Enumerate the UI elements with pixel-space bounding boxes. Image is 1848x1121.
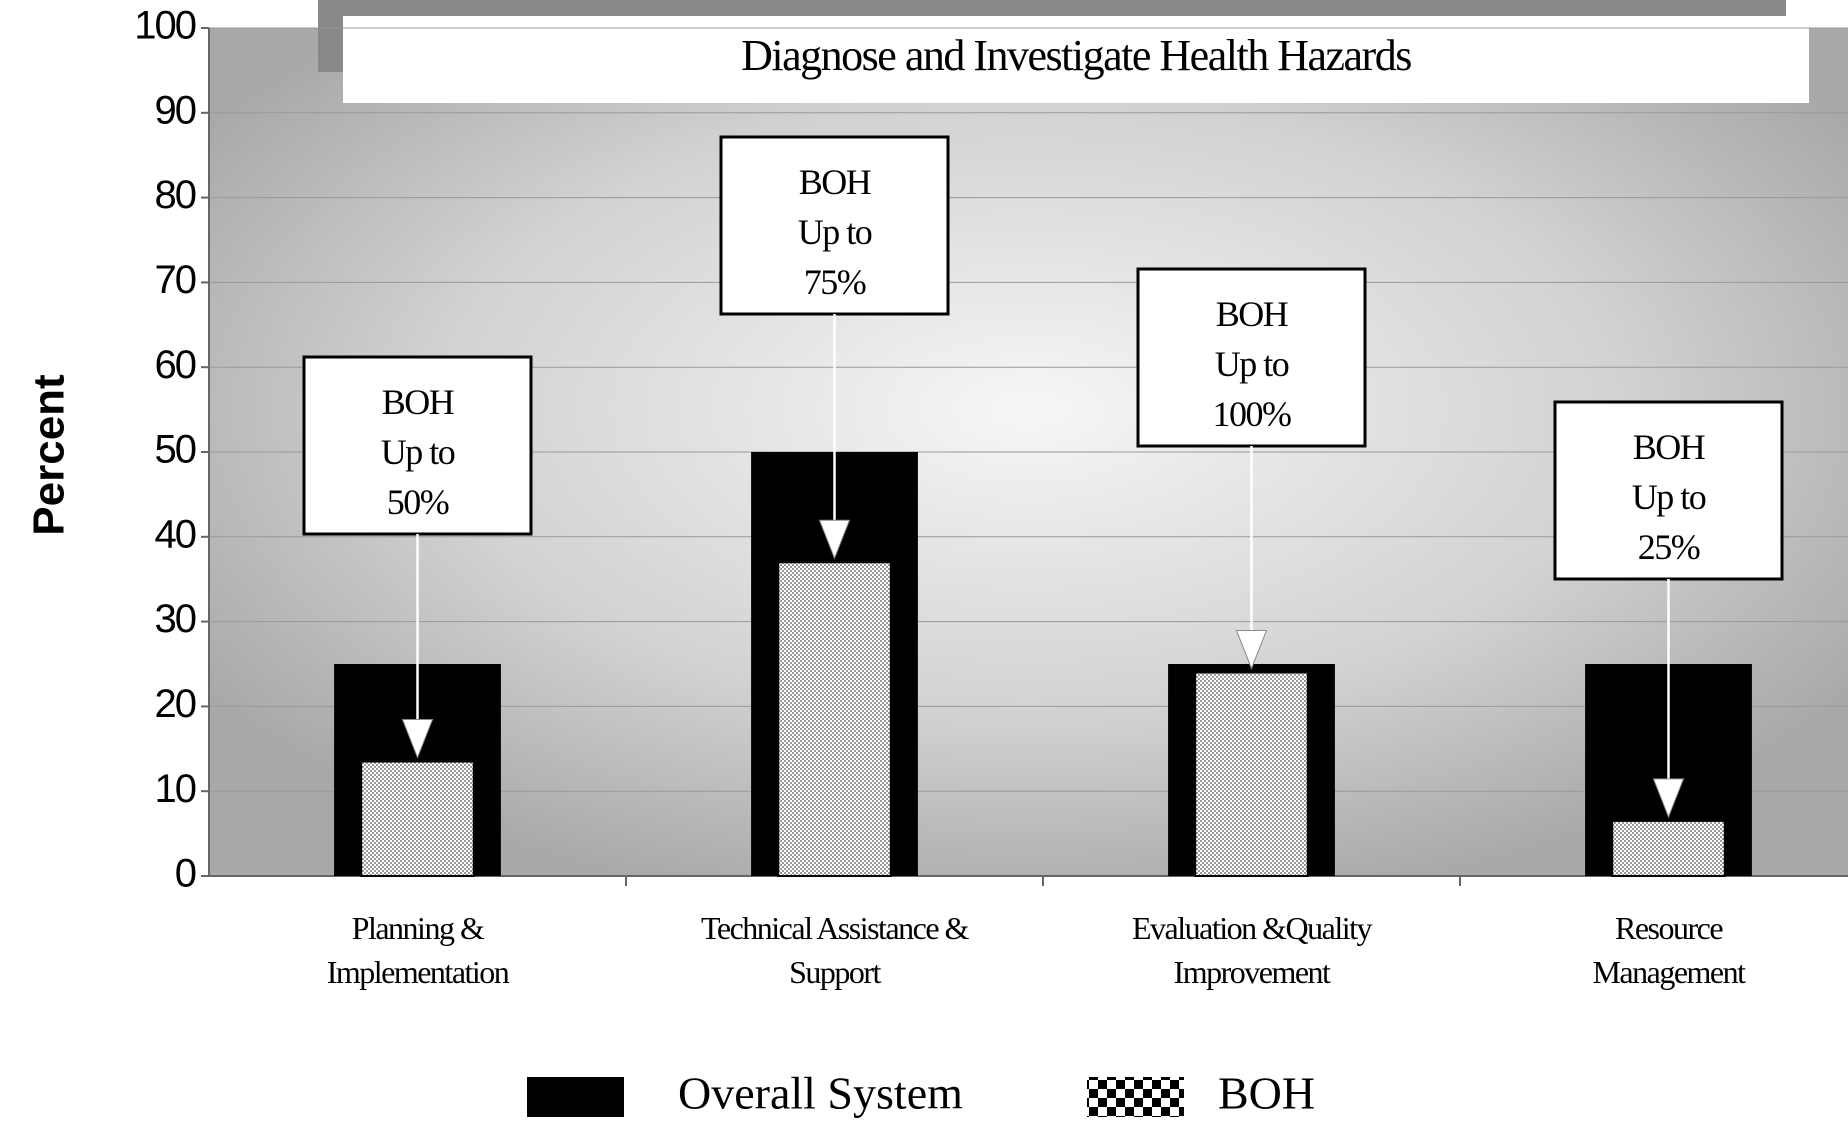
y-tick-label: 0 [175, 852, 196, 896]
boh-bar [1194, 671, 1309, 877]
title-box [343, 16, 1809, 103]
annotation-arrowhead [1652, 778, 1685, 819]
y-tick-label: 90 [155, 88, 196, 132]
x-tick-label: Resource Management [1592, 910, 1746, 990]
y-tick-label: 60 [155, 343, 196, 387]
y-tick-label: 20 [155, 682, 196, 726]
annotation-box [719, 135, 950, 316]
y-axis-label: Percent [25, 374, 74, 536]
boh-bar [777, 561, 892, 877]
y-tick-label: 40 [155, 512, 196, 556]
annotation: BOH Up to 75% [797, 162, 873, 302]
annotation: BOH Up to 25% [1631, 427, 1707, 567]
annotation-box [302, 355, 533, 536]
y-tick-label: 70 [155, 258, 196, 302]
annotation-arrowhead [401, 719, 434, 759]
boh-bar [1611, 819, 1726, 878]
annotation: BOH Up to 100% [1212, 294, 1293, 434]
annotation: BOH Up to 50% [380, 382, 456, 522]
legend-label: Overall System [678, 1068, 963, 1119]
x-tick-label: Technical Assistance & Support [701, 910, 969, 990]
y-tick-label: 10 [155, 767, 196, 811]
y-tick-label: 30 [155, 597, 196, 641]
annotation-arrowhead [818, 519, 851, 560]
y-tick-label: 80 [155, 173, 196, 217]
legend-swatch [1087, 1077, 1184, 1117]
y-tick-label: 50 [155, 428, 196, 472]
annotation-arrowhead [1235, 629, 1268, 670]
x-tick-label: Planning & Implementation [326, 910, 510, 990]
chart-title: Diagnose and Investigate Health Hazards [741, 31, 1411, 80]
y-tick-label: 100 [134, 4, 195, 48]
x-tick-label: Evaluation &Quality Improvement [1132, 910, 1373, 990]
annotation-box [1136, 267, 1367, 448]
boh-bar [360, 760, 475, 878]
legend-swatch [527, 1077, 624, 1117]
legend-label: BOH [1218, 1068, 1315, 1119]
